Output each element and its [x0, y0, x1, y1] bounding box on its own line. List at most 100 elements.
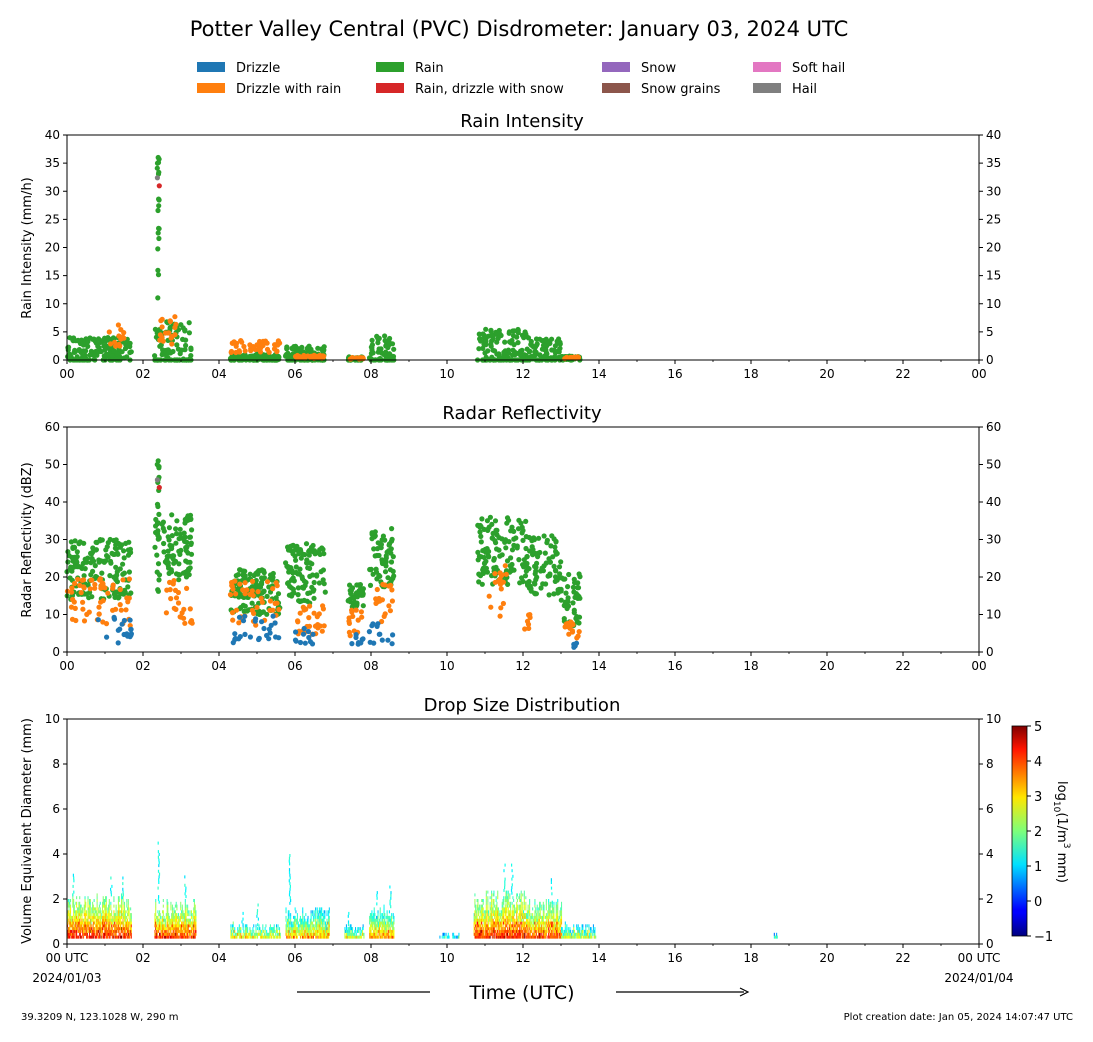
data-point — [349, 355, 355, 361]
dsd-cell — [108, 932, 110, 936]
dsd-cell — [72, 884, 74, 888]
dsd-cell — [237, 927, 239, 931]
data-point — [254, 604, 260, 610]
dsd-cell — [108, 918, 110, 922]
data-point — [294, 352, 300, 359]
data-point — [476, 571, 482, 578]
dsd-cell — [262, 935, 264, 939]
data-point — [312, 623, 319, 629]
dsd-cell — [77, 913, 79, 917]
dsd-cell — [175, 935, 177, 939]
dsd-cell — [285, 910, 287, 914]
dsd-cell — [492, 918, 494, 922]
dsd-cell — [97, 929, 99, 933]
dsd-cell — [70, 899, 72, 903]
dsd-cell — [193, 910, 195, 914]
dsd-cell — [102, 921, 104, 925]
legend-item: Drizzle with rain — [197, 82, 341, 97]
dsd-cell — [492, 893, 494, 897]
dsd-cell — [312, 932, 314, 936]
dsd-cell — [70, 932, 72, 936]
dsd-cell — [159, 924, 161, 928]
dsd-cell — [320, 924, 322, 928]
dsd-cell — [91, 935, 93, 939]
dsd-cell — [234, 935, 236, 939]
dsd-cell — [124, 929, 126, 933]
dsd-cell — [182, 910, 184, 914]
dsd-cell — [176, 924, 178, 928]
data-point — [168, 335, 174, 341]
data-point — [300, 631, 307, 637]
dsd-cell — [176, 907, 178, 911]
data-point — [379, 637, 385, 643]
dsd-cell — [123, 921, 125, 925]
data-point — [554, 577, 560, 583]
dsd-cell — [269, 935, 271, 939]
dsd-cell — [82, 921, 84, 925]
dsd-cell — [80, 904, 82, 908]
dsd-cell — [186, 927, 188, 931]
data-point — [573, 640, 580, 646]
dsd-cell — [361, 927, 363, 931]
dsd-cell — [73, 918, 75, 922]
dsd-cell — [98, 927, 100, 931]
dsd-cell — [92, 932, 94, 936]
data-point — [114, 351, 120, 357]
dsd-cell — [85, 929, 87, 933]
dsd-cell — [104, 899, 106, 903]
dsd-cell — [496, 904, 498, 908]
dsd-cell — [325, 924, 327, 928]
dsd-cell — [316, 907, 318, 911]
dsd-cell — [104, 907, 106, 911]
dsd-cell — [287, 924, 289, 928]
dsd-cell — [230, 935, 232, 939]
dsd-cell — [231, 935, 233, 939]
data-point — [242, 580, 248, 586]
dsd-cell — [127, 932, 129, 936]
dsd-cell — [168, 915, 170, 919]
dsd-cell — [321, 932, 323, 936]
data-point — [68, 604, 75, 610]
dsd-cell — [86, 918, 88, 922]
dsd-cell — [492, 924, 494, 928]
dsd-cell — [93, 915, 95, 919]
dsd-cell — [180, 929, 182, 933]
data-point — [90, 336, 96, 342]
dsd-cell — [194, 924, 196, 928]
dsd-cell — [180, 932, 182, 936]
dsd-cell — [347, 932, 349, 936]
dsd-cell — [496, 901, 498, 905]
dsd-cell — [479, 918, 481, 922]
dsd-cell — [96, 915, 98, 919]
dsd-cell — [309, 935, 311, 939]
dsd-cell — [391, 921, 393, 925]
dsd-cell — [159, 927, 161, 931]
dsd-cell — [382, 924, 384, 928]
dsd-cell — [122, 893, 124, 897]
dsd-cell — [176, 918, 178, 922]
dsd-cell — [388, 924, 390, 928]
dsd-cell — [476, 927, 478, 931]
dsd-cell — [92, 913, 94, 917]
dsd-cell — [386, 915, 388, 919]
dsd-cell — [187, 927, 189, 931]
data-point — [99, 570, 105, 576]
dsd-cell — [313, 913, 315, 917]
data-point — [522, 626, 528, 632]
data-point — [111, 616, 118, 622]
dsd-cell — [285, 915, 287, 919]
dsd-cell — [79, 935, 81, 939]
dsd-cell — [310, 924, 312, 928]
dsd-cell — [238, 924, 240, 928]
dsd-cell — [475, 924, 477, 928]
dsd-cell — [485, 927, 487, 931]
data-point — [292, 637, 299, 643]
dsd-cell — [384, 915, 386, 919]
data-point — [360, 636, 366, 642]
dsd-cell — [171, 918, 173, 922]
data-point — [322, 589, 328, 595]
dsd-cell — [175, 932, 177, 936]
data-point — [498, 605, 504, 611]
dsd-cell — [68, 915, 70, 919]
dsd-cell — [92, 918, 94, 922]
